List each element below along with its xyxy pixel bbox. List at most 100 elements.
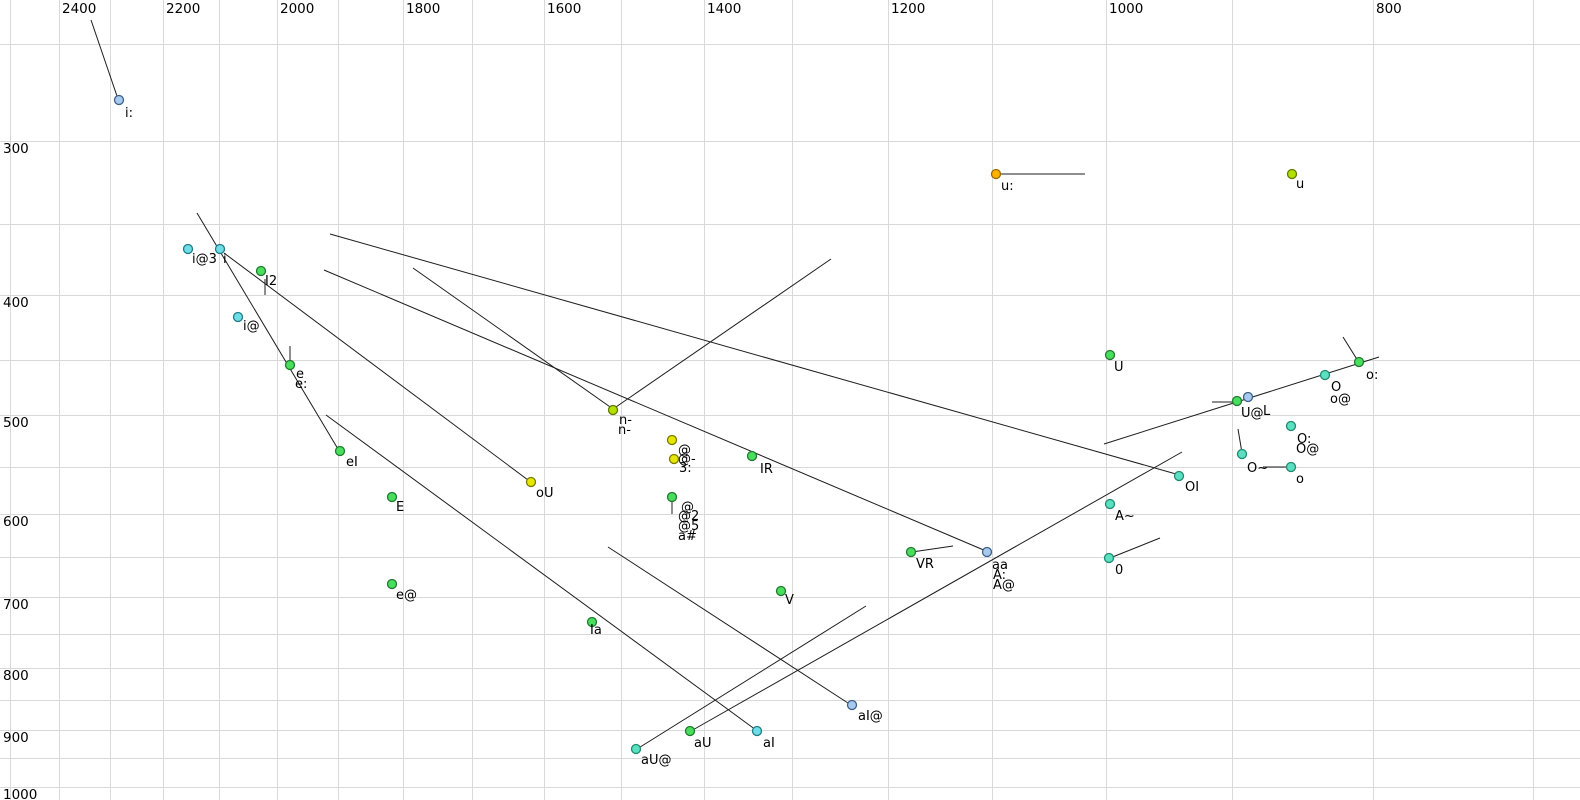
data-point-O~[interactable] [1236, 448, 1248, 460]
axis-tick-layer: 2400 2200 2000 1800 1600 1400 1200 1000 800 300 40… [3, 1, 1402, 800]
point-label: aI [763, 736, 775, 751]
y-axis-tick-label: 800 [3, 668, 29, 684]
data-point-VR[interactable] [905, 546, 917, 558]
point-label: o: [1366, 368, 1378, 383]
x-axis-tick-label: 1200 [891, 1, 925, 17]
trajectory-line [636, 605, 867, 750]
data-point-u:[interactable] [990, 168, 1002, 180]
point-label: U@ [1241, 406, 1264, 421]
data-point-OI[interactable] [1173, 470, 1185, 482]
data-point-O[interactable] [1319, 369, 1331, 381]
point-label: aI@ [858, 709, 883, 724]
data-point-i:[interactable] [113, 94, 125, 106]
data-point-IR[interactable] [746, 450, 758, 462]
x-axis-tick-label: 1000 [1109, 1, 1143, 17]
point-label: @ [678, 443, 691, 458]
data-point-Ia[interactable] [586, 616, 598, 628]
y-axis-tick-label: 600 [3, 514, 29, 530]
x-axis-tick-label: 2400 [62, 1, 96, 17]
point-label: E [396, 500, 404, 515]
trajectory-line [323, 269, 987, 552]
data-point-@[interactable] [666, 434, 678, 446]
point-label: n- [619, 413, 632, 428]
y-axis-tick-label: 700 [3, 597, 29, 613]
point-label: i@ [243, 319, 260, 334]
data-point-U[interactable] [1104, 349, 1116, 361]
data-point-A~[interactable] [1104, 498, 1116, 510]
data-point-E[interactable] [386, 491, 398, 503]
point-label: i: [125, 106, 133, 121]
point-label: Ia [590, 623, 602, 638]
data-point-0[interactable] [1103, 552, 1115, 564]
data-point-i[interactable] [214, 243, 226, 255]
trajectory-line [412, 267, 614, 410]
point-label: i@3 [192, 252, 217, 267]
x-axis-tick-label: 2200 [166, 1, 200, 17]
data-point-3:[interactable] [668, 453, 680, 465]
trajectory-layer [90, 19, 1380, 750]
point-label: o@ [1330, 392, 1351, 407]
point-label: @ [681, 500, 694, 515]
point-label: A@ [993, 578, 1015, 593]
point-label: O~ [1247, 461, 1268, 476]
point-label: aU [694, 736, 711, 751]
data-point-i@3[interactable] [182, 243, 194, 255]
point-label: a# [678, 529, 697, 544]
point-label: 0 [1115, 563, 1123, 578]
trajectory-line [911, 545, 954, 553]
data-point-V[interactable] [775, 585, 787, 597]
point-label: 3: [679, 461, 692, 476]
data-point-e@[interactable] [386, 578, 398, 590]
point-label: U [1114, 360, 1124, 375]
data-point-U@[interactable] [1231, 395, 1243, 407]
x-axis-tick-label: 800 [1376, 1, 1402, 17]
data-point-eI[interactable] [334, 445, 346, 457]
point-label: @5 [678, 519, 699, 534]
point-label: I2 [265, 274, 277, 289]
trajectory-line [223, 252, 529, 481]
data-point-u[interactable] [1286, 168, 1298, 180]
point-label: u: [1001, 179, 1014, 194]
data-point-layer [113, 94, 1365, 755]
data-point-n-[interactable] [607, 404, 619, 416]
point-label: n- [618, 423, 631, 438]
point-label: OI [1185, 480, 1199, 495]
data-point-o:[interactable] [1353, 356, 1365, 368]
data-point-aI@[interactable] [846, 699, 858, 711]
point-label: o [1296, 472, 1304, 487]
point-label: aU@ [641, 753, 671, 768]
data-point-L[interactable] [1242, 391, 1254, 403]
data-point-aI[interactable] [751, 725, 763, 737]
data-point-aU[interactable] [684, 725, 696, 737]
point-label: L [1263, 404, 1271, 419]
point-label: A~ [1115, 509, 1135, 524]
data-point-aa[interactable] [981, 546, 993, 558]
trajectory-line [325, 414, 757, 731]
data-point-o[interactable] [1285, 461, 1297, 473]
y-axis-tick-label: 900 [3, 730, 29, 746]
trajectory-line [607, 546, 852, 706]
point-label: O@ [1296, 442, 1319, 457]
y-axis-tick-label: 400 [3, 295, 29, 311]
point-label: @2 [678, 509, 699, 524]
point-label-layer: i:i@3 iI2i@ee:eIEe@oUn-n-@@-3:@@2@5a#IaVI… [125, 106, 1378, 768]
data-point-O:[interactable] [1285, 420, 1297, 432]
point-label: aa [992, 558, 1008, 573]
data-point-aU@[interactable] [630, 743, 642, 755]
point-label: A: [993, 568, 1006, 583]
data-point-i@[interactable] [232, 311, 244, 323]
point-label: O: [1297, 432, 1311, 447]
data-point-@2[interactable] [666, 491, 678, 503]
point-label: e@ [396, 588, 417, 603]
trajectory-line [690, 451, 1183, 732]
point-label: IR [760, 462, 773, 477]
trajectory-line [612, 258, 832, 410]
x-axis-tick-label: 2000 [280, 1, 314, 17]
data-point-I2[interactable] [255, 265, 267, 277]
point-label: oU [536, 486, 553, 501]
data-point-e:[interactable] [284, 359, 296, 371]
data-point-oU[interactable] [525, 476, 537, 488]
